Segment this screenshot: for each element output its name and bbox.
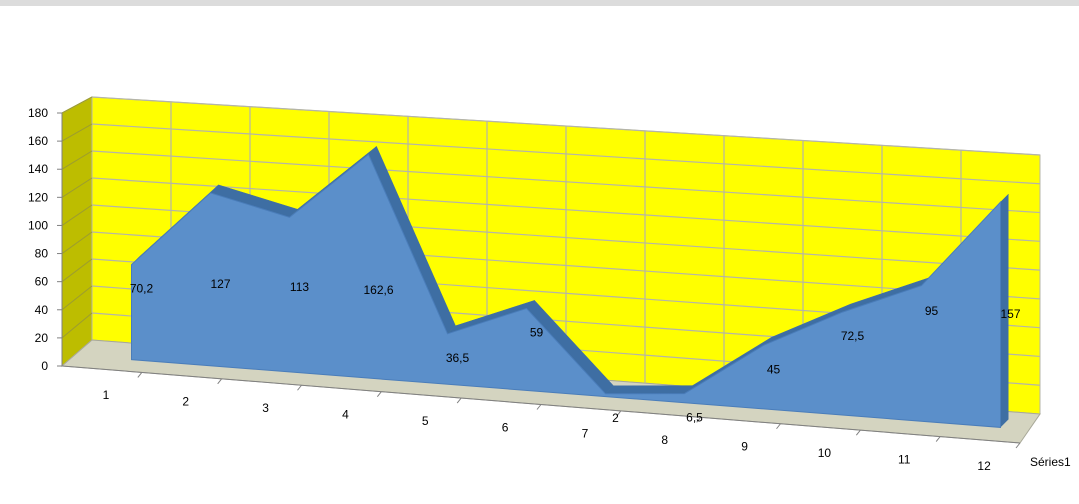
x-tick-label: 6 [502,420,509,434]
y-tick-label: 160 [28,134,48,148]
x-tick [776,423,781,430]
gridline-side [61,204,93,226]
data-label: 72,5 [841,329,865,343]
x-tick [217,378,223,385]
data-label: 45 [767,362,781,376]
x-tick [616,410,622,417]
data-label: 113 [290,280,309,294]
area-front-face [131,153,1001,428]
data-label: 6,5 [686,411,703,425]
data-label: 2 [612,411,619,425]
data-label: 59 [530,325,544,339]
data-label: 36,5 [446,351,470,365]
x-tick [456,397,462,404]
top-strip [0,0,1079,6]
x-tick-label: 2 [182,395,189,409]
area-series [131,145,1009,428]
x-tick-label: 1 [103,388,110,402]
y-axis: 0 20 40 60 80 100 120 140 160 180 [28,106,63,373]
data-label: 70,2 [130,282,154,296]
y-tick-label: 80 [35,247,49,261]
area-right-side [1000,194,1009,428]
gridline-side [61,96,93,114]
gridline-side [61,312,93,339]
x-tick [297,384,302,391]
y-tick-label: 0 [41,359,48,373]
x-tick [376,391,382,397]
x-tick-label: 10 [818,446,832,460]
data-label: 157 [1000,307,1020,321]
x-tick-label: 3 [262,401,269,415]
y-tick-label: 100 [28,218,48,232]
x-tick-label: 11 [898,452,911,466]
area-top-surface-segment [604,385,694,395]
x-tick [1015,442,1021,449]
x-tick-label: 4 [342,407,349,421]
data-label: 95 [925,304,939,318]
data-label: 162,6 [363,283,393,297]
y-tick-label: 40 [35,303,49,317]
gridline-side [61,123,93,142]
gridline-side [61,285,93,311]
x-tick [935,436,941,442]
x-tick-label: 8 [661,433,668,447]
gridline-side [61,258,93,283]
x-axis: 1 2 3 4 5 6 7 8 9 10 11 12 [61,365,1021,473]
data-label: 127 [210,277,230,291]
x-tick-label: 9 [741,440,748,454]
y-tick-label: 140 [28,162,48,176]
x-tick-label: 7 [582,427,589,441]
x-tick-label: 5 [422,414,429,428]
x-tick-label: 12 [977,459,991,473]
x-tick [137,372,143,378]
y-tick-label: 180 [28,106,48,120]
x-tick [855,429,861,436]
y-tick-label: 120 [28,190,48,204]
x-tick [696,417,702,423]
gridline-side [61,177,93,198]
gridline-side [61,231,93,254]
y-tick-label: 60 [35,275,49,289]
gridline-side [61,150,93,170]
x-tick [536,404,542,410]
y-tick-label: 20 [35,331,49,345]
series-axis-label: Séries1 [1030,455,1071,469]
